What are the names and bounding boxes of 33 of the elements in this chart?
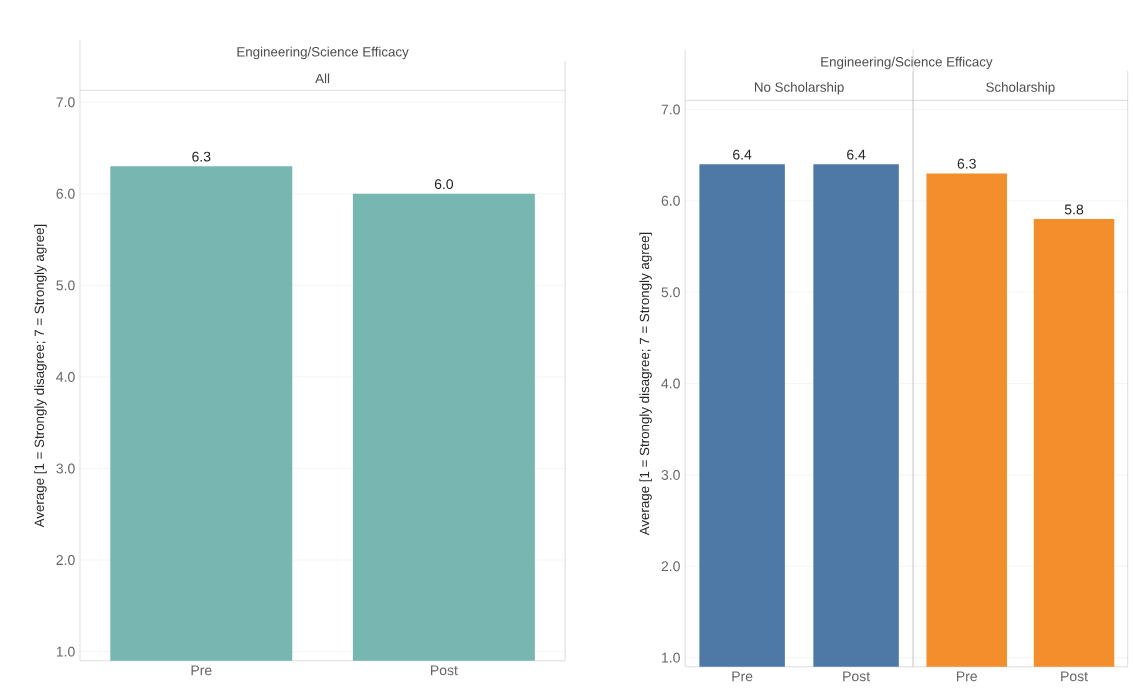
data-label: 6.3 (192, 151, 211, 162)
y-tick-label: 3.0 (661, 470, 680, 480)
chart-subtitle: No Scholarship (755, 82, 844, 95)
chart-title: Engineering/Science Efficacy (237, 46, 409, 60)
data-label: 6.4 (733, 149, 752, 160)
y-tick-label: 4.0 (56, 372, 75, 382)
y-tick-label: 7.0 (56, 97, 75, 108)
x-tick-label: Post (431, 665, 458, 676)
y-tick-label: 5.0 (661, 287, 680, 298)
data-label: 6.3 (957, 158, 976, 169)
data-label: 6.4 (847, 149, 866, 160)
y-tick-label: 2.0 (661, 561, 680, 572)
chart-title: Engineering/Science Efficacy (821, 56, 993, 70)
data-label: 6.0 (434, 179, 454, 190)
x-tick-label: Pre (732, 671, 753, 682)
x-tick-label: Post (843, 671, 870, 682)
y-tick-label: 1.0 (56, 646, 75, 657)
y-tick-label: 6.0 (56, 188, 75, 199)
y-tick-label: 3.0 (56, 463, 75, 474)
x-tick-label: Pre (956, 671, 977, 682)
y-tick-label: 7.0 (661, 104, 680, 115)
y-tick-label: 5.0 (56, 280, 75, 291)
x-tick-label: Post (1061, 671, 1088, 682)
y-tick-label: 6.0 (661, 195, 680, 206)
y-axis-title: Average [1 = Strongly disagree; 7 = Strongly agree] (639, 232, 652, 536)
y-tick-label: 2.0 (56, 555, 75, 566)
x-tick-label: Pre (191, 665, 212, 676)
y-tick-label: 1.0 (662, 652, 680, 663)
chart-subtitle: Scholarship (986, 82, 1055, 95)
chart-subtitle: All (315, 73, 330, 84)
data-label: 5.8 (1064, 204, 1084, 215)
y-axis-title: Average [1 = Strongly disagree; 7 = Strongly agree] (34, 224, 47, 528)
y-tick-label: 4.0 (661, 378, 680, 389)
